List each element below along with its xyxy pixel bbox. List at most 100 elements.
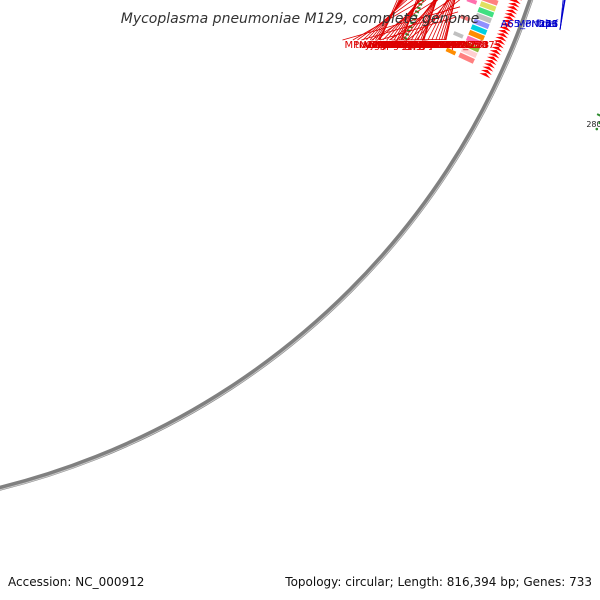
backbone-circle: [0, 0, 534, 491]
label-leader-line: [435, 0, 452, 41]
gene-label-galE: galE: [393, 40, 415, 51]
cog-colored-block: [459, 14, 471, 22]
reverse-gene-arrow: [501, 19, 514, 25]
genome-summary-text: Topology: circular; Length: 816,394 bp; …: [284, 575, 592, 589]
cog-colored-block: [475, 12, 492, 24]
gene-features: [445, 0, 522, 79]
gene-label-MPN254: MPN254: [372, 40, 413, 51]
gene-label-ygl1: ygl1: [401, 40, 422, 51]
cog-colored-block: [472, 18, 490, 30]
cog-colored-block: [468, 29, 485, 41]
gene-label-MPN255: MPN255: [438, 40, 479, 51]
gene-label-MPN239: MPN239: [399, 40, 440, 51]
label-leader-line: [377, 0, 402, 41]
reverse-gene-arrow: [509, 0, 521, 5]
cog-colored-block: [477, 7, 495, 18]
label-leader-line: [357, 0, 414, 41]
scale-dot: [595, 127, 599, 131]
reverse-gene-arrow: [496, 33, 508, 39]
inner-tick: [413, 13, 418, 18]
genome-ring: [0, 0, 534, 491]
label-leader-line: [431, 0, 450, 41]
gene-label-yjeQ: yjeQ: [365, 40, 388, 51]
reverse-gene-arrow: [499, 26, 511, 32]
gene-label-A65_orf266: A65_orf266: [501, 19, 558, 30]
label-leader-line: [416, 0, 449, 41]
reverse-gene-arrow: [504, 12, 516, 18]
label-leader-line: [393, 0, 420, 41]
gene-label-MPN283: MPN283: [448, 40, 489, 51]
gene-label-pgsA: pgsA: [413, 40, 438, 51]
gene-label-secG: secG: [424, 40, 449, 51]
gene-label-gatB: gatB: [418, 40, 441, 51]
label-leader-line: [559, 0, 566, 31]
reverse-gene-arrow: [492, 43, 504, 49]
reverse-gene-arrow: [489, 50, 501, 56]
major-tick: [596, 113, 600, 117]
gene-label-asnC: asnC: [434, 40, 459, 51]
gene-label-lepA: lepA: [404, 40, 426, 51]
gene-label-cfxE: cfxE: [368, 40, 389, 51]
gene-label-yjcW: yjcW: [417, 40, 441, 51]
reverse-gene-arrow: [506, 6, 519, 11]
gene-label-yefE: yefE: [382, 40, 404, 51]
gene-label-trxB: trxB: [355, 40, 376, 51]
gene-label-ppnK: ppnK: [380, 40, 406, 51]
gene-label-MPN270: MPN270: [447, 40, 488, 51]
label-leader-line: [559, 0, 565, 31]
reverse-gene-arrow: [485, 59, 497, 66]
reverse-gene-arrow: [488, 53, 500, 59]
reverse-gene-arrow: [480, 69, 492, 76]
label-leader-line: [377, 0, 427, 41]
gene-label-pgi: pgi: [409, 40, 424, 51]
gene-label-MPN236: MPN236: [410, 40, 451, 51]
gene-label-topA: topA: [441, 40, 464, 51]
reverse-gene-arrow: [482, 66, 494, 72]
inner-tick: [416, 6, 421, 10]
cog-colored-block: [445, 47, 457, 56]
gene-label-MPN241: MPN241: [379, 40, 420, 51]
gene-label-MPN248: MPN248: [389, 40, 430, 51]
label-leader-line: [386, 0, 420, 41]
label-leader-line: [402, 0, 435, 41]
label-leader-line: [417, 0, 437, 41]
reverse-gene-arrow: [505, 9, 518, 15]
gene-label-hit1: hit1: [539, 19, 558, 30]
reverse-gene-arrow: [495, 36, 507, 42]
label-leader-line: [371, 0, 437, 41]
gene-label-MPN259: MPN259: [375, 40, 416, 51]
gene-label-MPN272: MPN272: [424, 40, 465, 51]
gene-label-vacB: vacB: [359, 40, 384, 51]
gene-label-MPN244: MPN244: [385, 40, 426, 51]
gene-label-ung: ung: [391, 40, 410, 51]
label-leader-line: [421, 0, 448, 41]
gene-label-dnaB: dnaB: [382, 40, 408, 51]
gene-label-MPN233: MPN233: [363, 40, 404, 51]
gene-label-MPN264: MPN264: [399, 40, 440, 51]
inner-tick: [403, 36, 408, 40]
gene-label-A65_orf475: A65_orf475: [444, 40, 501, 51]
label-leader-line: [362, 0, 408, 41]
gene-label-MPN280: MPN280: [426, 40, 467, 51]
cog-colored-block: [481, 0, 499, 6]
label-leader-line: [427, 0, 449, 41]
reverse-gene-arrow: [483, 63, 495, 69]
label-leader-line: [382, 0, 422, 41]
reverse-gene-arrow: [500, 23, 512, 29]
gene-label-MPN271: MPN271: [423, 40, 464, 51]
reverse-gene-arrow: [493, 40, 506, 46]
cog-colored-block: [466, 0, 478, 5]
gene-label-trx: trx: [378, 40, 392, 51]
gene-label-lysS: lysS: [425, 40, 445, 51]
gene-label-MPN234: MPN234: [344, 40, 385, 51]
reverse-gene-arrow: [479, 73, 491, 79]
cog-colored-block: [465, 35, 483, 47]
label-leader-line: [559, 0, 565, 31]
reverse-gene-arrow: [486, 56, 498, 62]
label-leader-line: [406, 0, 435, 41]
reverse-gene-arrow: [498, 29, 510, 35]
reverse-gene-arrow: [491, 46, 503, 52]
accession-text: Accession: NC_000912: [8, 575, 144, 589]
gene-label-MPN256: MPN256: [396, 40, 437, 51]
